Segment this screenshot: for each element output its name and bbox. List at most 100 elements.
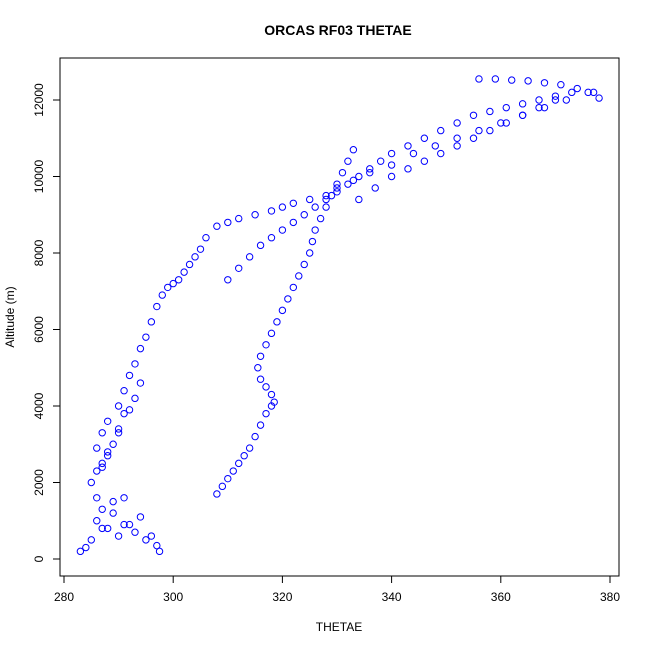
data-point	[469, 111, 478, 120]
data-point	[224, 474, 232, 483]
data-point	[125, 406, 134, 414]
data-point	[344, 157, 352, 165]
data-point	[262, 409, 270, 418]
data-point	[409, 149, 418, 158]
data-point	[322, 195, 330, 204]
data-point	[136, 379, 145, 387]
data-point	[497, 119, 505, 127]
data-point	[224, 276, 232, 284]
data-point	[256, 241, 265, 250]
data-point	[164, 283, 172, 292]
data-point	[267, 390, 276, 399]
data-point	[147, 532, 156, 540]
data-point	[196, 245, 205, 253]
data-point	[98, 459, 106, 468]
data-point	[404, 142, 412, 150]
data-point	[289, 218, 298, 227]
data-point	[420, 157, 429, 165]
data-point	[98, 505, 106, 513]
data-point	[136, 344, 145, 353]
data-point	[469, 134, 478, 142]
data-point	[289, 283, 298, 292]
data-point	[153, 302, 161, 311]
data-point	[213, 222, 221, 230]
data-point	[366, 165, 374, 173]
x-axis-label: THETAE	[316, 620, 362, 634]
data-point	[109, 440, 117, 448]
y-tick-label: 0	[32, 555, 46, 562]
data-point	[174, 276, 183, 284]
data-point	[114, 429, 123, 437]
data-point	[322, 191, 330, 200]
data-point	[518, 111, 527, 120]
data-point	[551, 96, 560, 104]
data-points	[76, 75, 603, 556]
data-point	[295, 272, 303, 280]
data-point	[267, 207, 276, 215]
data-point	[453, 119, 461, 127]
data-point	[404, 165, 412, 173]
data-point	[344, 180, 352, 188]
data-point	[158, 291, 166, 299]
data-point	[486, 126, 494, 135]
chart-title: ORCAS RF03 THETAE	[264, 22, 412, 38]
data-point	[120, 387, 128, 395]
data-point	[114, 425, 123, 433]
data-point	[273, 318, 281, 326]
data-point	[120, 520, 128, 529]
data-point	[120, 409, 128, 418]
data-point	[289, 199, 298, 207]
data-point	[142, 536, 150, 544]
data-point	[355, 195, 363, 204]
data-point	[518, 100, 527, 108]
data-point	[155, 547, 164, 556]
data-point	[245, 253, 254, 261]
data-point	[202, 234, 210, 242]
data-point	[267, 234, 276, 242]
data-point	[308, 237, 317, 246]
data-point	[502, 119, 510, 127]
x-tick-label: 340	[382, 590, 402, 604]
data-point	[103, 452, 112, 460]
data-point	[235, 459, 243, 468]
data-point	[311, 203, 319, 211]
data-point	[333, 184, 341, 192]
data-point	[262, 383, 270, 391]
data-point	[125, 371, 134, 380]
y-tick-label: 6000	[32, 316, 46, 343]
data-point	[327, 191, 336, 200]
data-point	[557, 81, 565, 89]
data-point	[573, 84, 581, 93]
data-point	[153, 541, 161, 550]
data-point	[453, 134, 461, 142]
data-point	[333, 188, 341, 196]
data-point	[114, 532, 123, 540]
data-point	[376, 157, 385, 165]
x-axis: 280 300 320 340 360 380	[54, 575, 620, 604]
data-point	[185, 260, 194, 269]
data-point	[131, 528, 139, 536]
y-tick-label: 12000	[32, 83, 46, 117]
data-point	[562, 96, 571, 104]
y-axis-label: Altitude (m)	[3, 286, 17, 347]
data-point	[316, 214, 325, 223]
data-point	[142, 333, 150, 341]
data-point	[87, 478, 96, 487]
data-point	[218, 482, 227, 491]
data-point	[431, 142, 439, 150]
data-point	[147, 318, 156, 326]
data-point	[535, 96, 543, 104]
data-point	[306, 195, 314, 204]
data-point	[437, 149, 445, 158]
data-point	[93, 494, 101, 502]
data-point	[109, 509, 117, 517]
data-point	[267, 329, 276, 338]
data-point	[213, 490, 221, 498]
data-point	[103, 417, 112, 425]
data-point	[333, 180, 341, 188]
data-point	[322, 203, 330, 211]
data-point	[254, 364, 262, 372]
data-point	[278, 203, 287, 211]
x-tick-label: 320	[272, 590, 292, 604]
x-tick-label: 360	[491, 590, 511, 604]
